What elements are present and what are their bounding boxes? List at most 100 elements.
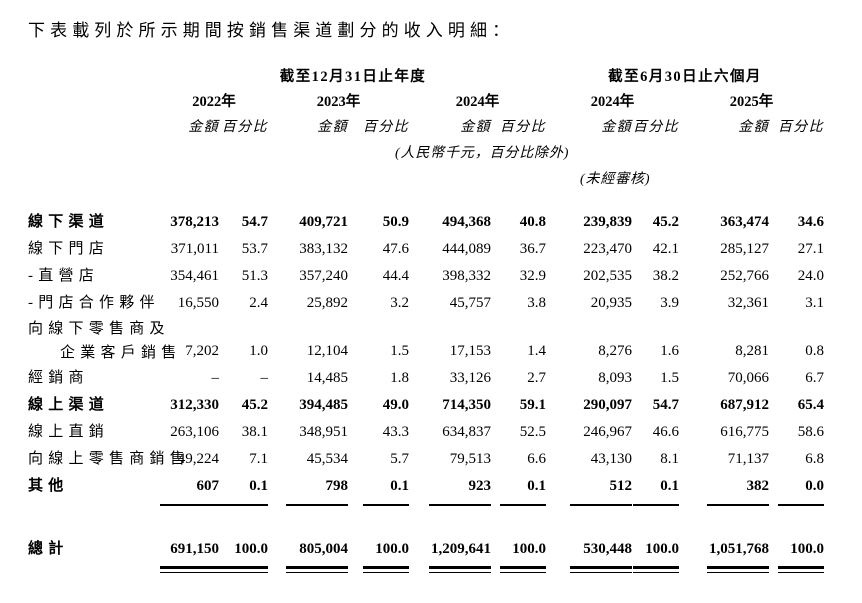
value-cell: 714,350 [442,397,491,413]
table-row-others: 其他 607 0.1 798 0.1 923 0.1 512 0.1 382 0… [28,473,824,500]
value-cell: 2.4 [249,295,268,311]
value-cell: 14,485 [306,370,348,386]
value-cell: 444,089 [442,241,491,257]
value-cell: 58.6 [797,424,825,440]
row-label: 總計 [28,541,69,557]
value-cell: 223,470 [583,241,633,257]
subheader-amount: 金額 [317,120,348,135]
value-cell: 1,209,641 [431,541,491,557]
value-cell: 47.6 [382,241,409,257]
year-header: 2023年 [316,94,361,110]
value-cell: 38.1 [241,424,268,440]
value-cell: 7.1 [249,451,268,467]
value-cell: 616,775 [720,424,770,440]
value-cell: 0.1 [390,478,409,494]
value-cell: 38.2 [652,268,680,284]
value-cell: 45.2 [241,397,268,413]
document-page: 下表載列於所示期間按銷售渠道劃分的收入明細： 截至12月31日止年度 截至6月3… [28,21,825,575]
value-cell: 530,448 [583,541,633,557]
rule-segment [409,563,491,575]
value-cell: 32,361 [727,295,770,311]
value-cell: 70,066 [727,370,770,386]
currency-note: (人民幣千元，百分比除外) [395,146,570,161]
value-cell: 6.7 [805,370,825,386]
table-row-self-operated-stores: -直營店 354,461 51.3 357,240 44.4 398,332 3… [28,263,824,290]
row-label-line1: 向線下零售商及 [28,321,170,337]
rule-segment [632,500,680,512]
single-rule-row [28,500,825,512]
subheader-percent: 百分比 [777,120,825,135]
value-cell: 51.3 [241,268,268,284]
value-cell: 382 [746,478,770,494]
rule-segment [679,500,770,512]
row-label: 向線上零售商銷售 [28,451,191,467]
value-cell: 46.6 [652,424,680,440]
subheader-amount: 金額 [460,120,491,135]
rule-segment [268,563,348,575]
value-cell: 290,097 [583,397,633,413]
spacer-row [28,512,824,536]
value-cell: 494,368 [442,214,491,230]
value-cell: 32.9 [519,268,547,284]
value-cell: 691,150 [170,541,219,557]
rule-segment [348,563,409,575]
value-cell: 7,202 [185,343,219,359]
rule-segment [632,563,680,575]
value-cell: 607 [196,478,220,494]
value-cell: 252,766 [720,268,770,284]
year-header: 2022年 [192,94,236,110]
value-cell: 100.0 [512,541,547,557]
currency-note-row: (人民幣千元，百分比除外) [28,141,824,167]
value-cell: 49.0 [382,397,409,413]
value-cell: 0.8 [805,343,825,359]
empty-cell [28,65,160,89]
unaudited-note-cell: (未經審核) [28,167,824,193]
subheader-amount: 金額 [188,120,219,135]
value-cell: 371,011 [170,241,219,257]
rule-segment [219,563,268,575]
value-cell: 312,330 [170,397,219,413]
value-cell: 1,051,768 [709,541,770,557]
value-cell: 383,132 [299,241,348,257]
value-cell: 49,224 [177,451,219,467]
value-cell: 8,276 [598,343,633,359]
rule-segment [348,500,409,512]
value-cell: 1.5 [660,370,680,386]
value-cell: – [260,370,269,386]
rule-segment [491,563,547,575]
value-cell: 354,461 [170,268,219,284]
row-label: -門店合作夥伴 [28,295,160,311]
rule-segment [160,500,222,512]
value-cell: 54.7 [241,214,268,230]
value-cell: 3.1 [805,295,825,311]
value-cell: 398,332 [442,268,491,284]
unaudited-note-row: (未經審核) [28,167,824,193]
rule-segment [769,500,825,512]
rule-segment [409,500,491,512]
rule-segment [679,563,770,575]
row-label: 線下渠道 [28,214,110,230]
value-cell: 59.1 [519,397,547,413]
value-cell: 27.1 [797,241,825,257]
value-cell: 100.0 [645,541,680,557]
value-cell: 1.0 [249,343,268,359]
value-cell: 0.1 [249,478,268,494]
value-cell: 378,213 [170,214,219,230]
value-cell: 0.1 [527,478,547,494]
table-row-total: 總計 691,150 100.0 805,004 100.0 1,209,641… [28,536,824,563]
period-group-annual: 截至12月31日止年度 [279,69,427,85]
value-cell: 3.2 [390,295,409,311]
value-cell: 805,004 [299,541,348,557]
value-cell: 798 [325,478,349,494]
table-row-online-direct-sales: 線上直銷 263,106 38.1 348,951 43.3 634,837 5… [28,419,824,446]
value-cell: 8.1 [660,451,680,467]
value-cell: 6.6 [527,451,547,467]
rule-segment [546,563,633,575]
value-cell: 1.8 [390,370,409,386]
table-row-online-channels: 線上渠道 312,330 45.2 394,485 49.0 714,350 5… [28,392,824,419]
value-cell: 36.7 [519,241,547,257]
value-cell: 8,093 [598,370,633,386]
rule-segment [491,500,547,512]
currency-note-cell: (人民幣千元，百分比除外) [28,141,824,167]
value-cell: 923 [468,478,492,494]
